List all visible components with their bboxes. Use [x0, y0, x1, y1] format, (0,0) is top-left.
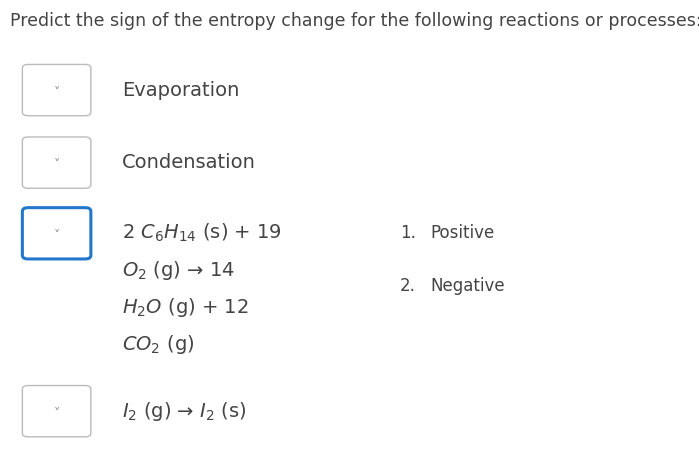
Text: Negative: Negative	[430, 278, 505, 295]
FancyBboxPatch shape	[22, 64, 91, 116]
Text: Evaporation: Evaporation	[122, 80, 240, 100]
Text: $CO_2$ (g): $CO_2$ (g)	[122, 333, 195, 356]
Text: ˅: ˅	[54, 86, 59, 99]
Text: $I_2$ (g) → $I_2$ (s): $I_2$ (g) → $I_2$ (s)	[122, 400, 247, 423]
Text: 2 $C_6H_{14}$ (s) + 19: 2 $C_6H_{14}$ (s) + 19	[122, 222, 282, 244]
FancyBboxPatch shape	[22, 208, 91, 259]
Text: 1.: 1.	[400, 225, 416, 242]
Text: ˅: ˅	[54, 229, 59, 242]
Text: $O_2$ (g) → 14: $O_2$ (g) → 14	[122, 259, 235, 282]
Text: $H_2O$ (g) + 12: $H_2O$ (g) + 12	[122, 296, 249, 319]
Text: Condensation: Condensation	[122, 153, 257, 172]
FancyBboxPatch shape	[22, 137, 91, 188]
Text: ˅: ˅	[54, 407, 59, 420]
Text: Predict the sign of the entropy change for the following reactions or processes:: Predict the sign of the entropy change f…	[10, 12, 699, 30]
FancyBboxPatch shape	[22, 385, 91, 437]
Text: ˅: ˅	[54, 158, 59, 171]
Text: 2.: 2.	[400, 278, 416, 295]
Text: Positive: Positive	[430, 225, 494, 242]
